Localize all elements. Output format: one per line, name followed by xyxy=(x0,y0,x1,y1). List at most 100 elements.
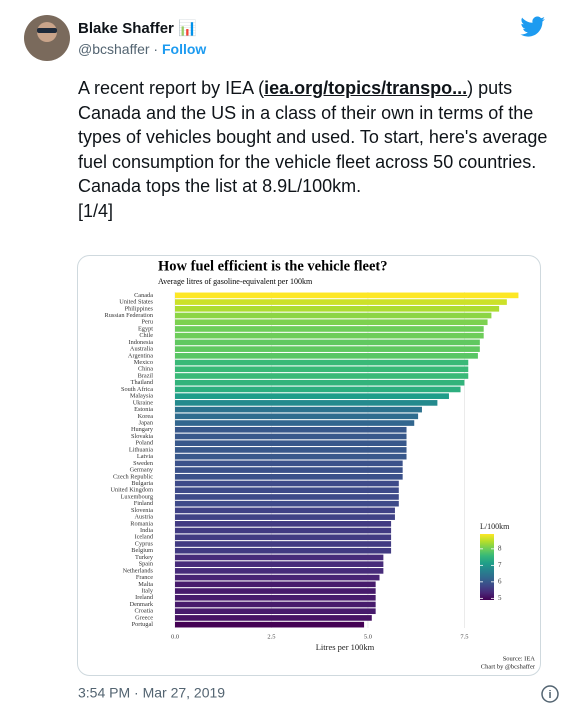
bar xyxy=(175,494,399,500)
bar xyxy=(175,326,484,332)
y-tick-label: Belgium xyxy=(131,547,153,554)
timestamp[interactable]: 3:54 PM · Mar 27, 2019 xyxy=(78,685,225,701)
y-tick-label: Croatia xyxy=(134,608,153,615)
bar xyxy=(175,615,372,621)
author-handle[interactable]: @bcshaffer · Follow xyxy=(78,41,206,57)
info-icon-glyph: i xyxy=(548,689,551,701)
bar xyxy=(175,393,449,399)
y-tick-label: Malaysia xyxy=(130,393,153,400)
colorbar xyxy=(480,534,494,600)
y-tick-label: Italy xyxy=(141,587,153,594)
bar xyxy=(175,507,395,514)
x-axis-title: Litres per 100km xyxy=(316,642,375,652)
bar xyxy=(175,568,384,574)
follow-button[interactable]: Follow xyxy=(162,41,206,57)
y-tick-label: Japan xyxy=(139,419,154,426)
y-tick-label: Cyprus xyxy=(135,540,154,547)
bar xyxy=(175,299,507,305)
y-tick-label: Slovakia xyxy=(131,433,153,440)
y-tick-label: Hungary xyxy=(131,426,154,433)
bar xyxy=(175,521,392,527)
text-before: A recent report by IEA ( xyxy=(78,78,265,98)
y-tick-label: Argentina xyxy=(128,352,153,359)
y-tick-label: Philippines xyxy=(125,305,154,312)
y-tick-label: Thailand xyxy=(131,379,154,386)
twitter-logo[interactable] xyxy=(520,16,545,37)
bar xyxy=(175,574,380,581)
y-tick-label: Mexico xyxy=(134,359,153,366)
bar xyxy=(175,413,419,420)
x-tick-label: 7.5 xyxy=(460,633,468,640)
y-tick-label: Turkey xyxy=(135,554,154,561)
info-icon[interactable] xyxy=(541,685,559,703)
x-tick-label: 5.0 xyxy=(364,633,372,640)
link[interactable]: iea.org/topics/transpo... xyxy=(264,78,468,98)
colorbar-title: L/100km xyxy=(480,522,510,531)
thread-counter: [1/4] xyxy=(78,200,114,221)
bar xyxy=(175,292,519,299)
y-tick-label: United States xyxy=(119,299,153,306)
y-tick-label: Ukraine xyxy=(133,399,153,406)
bar xyxy=(175,500,399,507)
separator: · xyxy=(150,41,162,57)
bar xyxy=(175,319,488,326)
text-after: ) puts Canada and the US in a class of t… xyxy=(78,78,548,196)
chart-title: How fuel efficient is the vehicle fleet? xyxy=(158,258,388,274)
y-tick-label: Poland xyxy=(136,440,154,447)
bar xyxy=(175,312,492,319)
handle[interactable]: @bcshaffer xyxy=(78,41,150,57)
y-tick-label: United Kingdom xyxy=(110,487,153,494)
y-tick-label: Portugal xyxy=(132,621,154,628)
y-tick-label: Latvia xyxy=(137,453,153,460)
bar xyxy=(175,541,392,547)
y-tick-label: Egypt xyxy=(138,325,153,332)
bar xyxy=(175,426,407,433)
bar xyxy=(175,554,384,561)
y-tick-label: Ireland xyxy=(135,594,154,601)
bar xyxy=(175,400,438,406)
bar xyxy=(175,359,469,366)
bar xyxy=(175,379,465,386)
bar xyxy=(175,473,403,480)
y-tick-label: Greece xyxy=(135,614,153,621)
y-tick-label: Iceland xyxy=(134,534,153,541)
y-tick-label: Bulgaria xyxy=(131,480,153,487)
bar xyxy=(175,588,376,594)
source: Source: IEA xyxy=(503,655,536,662)
y-tick-label: Romania xyxy=(130,520,153,527)
x-tick-label: 0.0 xyxy=(171,633,179,640)
bar xyxy=(175,420,415,426)
bar xyxy=(175,487,399,494)
y-tick-label: Slovenia xyxy=(131,507,153,514)
y-tick-label: Germany xyxy=(130,467,154,474)
colorbar-tick-label: 6 xyxy=(498,577,502,585)
bar xyxy=(175,332,484,339)
y-tick-label: Indonesia xyxy=(129,339,154,346)
colorbar-tick-label: 5 xyxy=(498,594,502,602)
bar xyxy=(175,460,403,467)
bar xyxy=(175,346,480,352)
y-tick-label: Spain xyxy=(139,561,154,568)
bar xyxy=(175,440,407,447)
y-tick-label: Austria xyxy=(134,514,153,521)
bar xyxy=(175,621,365,628)
y-tick-label: India xyxy=(140,527,153,534)
y-tick-label: Sweden xyxy=(133,460,154,467)
y-tick-label: Netherlands xyxy=(123,567,154,574)
chart-subtitle: Average litres of gasoline-equivalent pe… xyxy=(158,277,313,286)
bar xyxy=(175,547,392,554)
bar xyxy=(175,305,500,312)
bar xyxy=(175,467,403,473)
bar xyxy=(175,453,407,460)
bar xyxy=(175,527,392,534)
author-name[interactable]: Blake Shaffer 📊 xyxy=(78,19,197,37)
y-tick-label: Lithuania xyxy=(129,446,153,453)
bar xyxy=(175,561,384,567)
y-tick-label: Peru xyxy=(141,319,153,326)
colorbar-tick-label: 7 xyxy=(498,561,502,569)
bar xyxy=(175,534,392,541)
colorbar-tick-label: 8 xyxy=(498,544,502,552)
y-tick-label: South Africa xyxy=(121,386,153,393)
bar xyxy=(175,594,376,601)
